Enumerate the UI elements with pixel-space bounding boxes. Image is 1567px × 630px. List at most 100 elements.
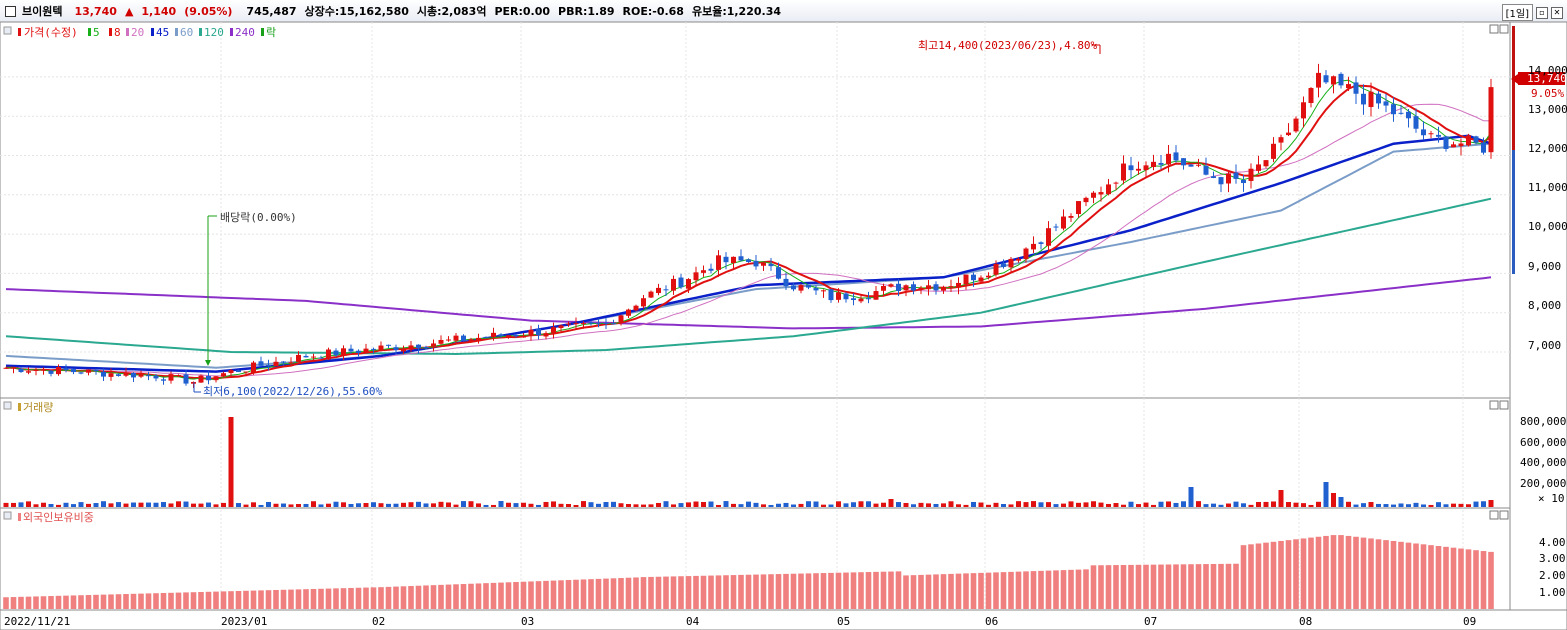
- candle-body: [603, 322, 609, 324]
- foreign-ratio-bar: [288, 589, 294, 609]
- candle-body: [1143, 165, 1149, 171]
- panel-toggle-icon[interactable]: [3, 511, 12, 520]
- candle-body: [1023, 248, 1029, 260]
- candle-body: [221, 373, 226, 377]
- foreign-ratio-bar: [1128, 564, 1134, 609]
- foreign-ratio-bar: [820, 573, 827, 609]
- foreign-ratio-bar: [145, 593, 152, 609]
- volume-bar: [821, 504, 826, 507]
- candle-body: [536, 328, 541, 336]
- candle-body: [1158, 162, 1164, 165]
- foreign-ratio-bar: [1405, 542, 1412, 609]
- candle-body: [1323, 75, 1329, 83]
- foreign-ratio-bar: [325, 588, 332, 609]
- foreign-ratio-bar: [1083, 569, 1089, 609]
- foreign-ratio-bar: [1420, 544, 1427, 609]
- last-price-label: 13,740: [1527, 72, 1567, 85]
- candle-body: [318, 357, 324, 359]
- volume-bar: [1068, 501, 1074, 507]
- foreign-ratio-bar: [93, 594, 99, 609]
- volume-tick: 200,000: [1520, 477, 1566, 490]
- candle-body: [558, 325, 564, 329]
- volume-bar: [416, 501, 421, 507]
- foreign-ratio-bar: [565, 580, 572, 609]
- foreign-ratio-bar: [858, 572, 864, 609]
- candle-body: [476, 337, 481, 341]
- volume-bar: [933, 503, 939, 507]
- foreign-ratio-bar: [1210, 563, 1217, 609]
- candle-body: [978, 277, 984, 282]
- dividend-annotation: 배당락(0.00%): [220, 211, 297, 224]
- foreign-ratio-bar: [1098, 565, 1104, 609]
- foreign-ratio-bar: [715, 575, 722, 609]
- checkbox-icon[interactable]: [5, 5, 16, 17]
- volume-tick: 600,000: [1520, 436, 1566, 449]
- volume-bar: [656, 502, 661, 507]
- volume-bar: [588, 502, 594, 507]
- volume-bar: [1106, 503, 1111, 507]
- candle-body: [828, 289, 834, 301]
- foreign-ratio-bar: [550, 580, 557, 609]
- listed-shares: 상장수:15,162,580: [304, 5, 409, 18]
- foreign-ratio-bar: [63, 595, 69, 609]
- foreign-ratio-bar: [3, 597, 9, 609]
- volume-bar: [1188, 487, 1194, 507]
- candle-body: [1046, 228, 1051, 246]
- legend-foreign-ratio: 외국인보유비중: [23, 511, 94, 524]
- candle-body: [131, 372, 136, 378]
- panel-toggle-icon[interactable]: [3, 401, 12, 410]
- close-icon[interactable]: ✕: [1551, 6, 1563, 19]
- last-price-marker: 13,740 9.05%: [1511, 26, 1567, 274]
- volume-bar: [378, 503, 384, 507]
- volume-bar: [183, 501, 189, 507]
- foreign-ratio-bar: [1120, 564, 1127, 609]
- candle-body: [926, 285, 931, 290]
- ma120-line: [5, 197, 1492, 356]
- foreign-ratio-bar: [505, 582, 512, 609]
- foreign-ratio-bar: [1360, 537, 1367, 609]
- foreign-ratio-bar: [1338, 535, 1344, 609]
- volume-bar: [798, 503, 804, 507]
- foreign-ratio-bar: [483, 583, 489, 609]
- volume-bar: [401, 502, 406, 507]
- restore-icon[interactable]: ▫: [1536, 6, 1548, 19]
- foreign-ratio-bar: [475, 583, 482, 609]
- foreign-ratio-bar: [138, 593, 144, 609]
- volume-bar: [1383, 504, 1389, 507]
- candle-body: [453, 335, 459, 341]
- foreign-ratio-bar: [445, 584, 452, 609]
- date-tick: 03: [521, 615, 534, 628]
- foreign-ratio-bar: [415, 585, 422, 609]
- price-tick: 8,000: [1528, 299, 1561, 312]
- volume-bar: [753, 502, 759, 507]
- foreign-ratio-bar: [865, 572, 872, 609]
- panel-toggle-icon[interactable]: [3, 26, 12, 35]
- volume-bar: [918, 502, 924, 507]
- candle-body: [896, 283, 901, 291]
- volume-bar: [1113, 503, 1119, 507]
- foreign-ratio-bar: [468, 583, 474, 609]
- foreign-ratio-bar: [355, 587, 362, 609]
- price-tick: 14,000: [1528, 64, 1567, 77]
- foreign-ratio-bar: [385, 586, 392, 609]
- volume-bar: [206, 502, 211, 507]
- volume-value: 745,487: [246, 4, 297, 18]
- candle-body: [633, 305, 639, 311]
- volume-bar: [911, 504, 916, 507]
- volume-bar: [986, 504, 991, 507]
- candle-body: [956, 282, 961, 288]
- volume-bar: [446, 502, 451, 507]
- foreign-ratio-bar: [1488, 551, 1494, 609]
- candle-body: [663, 289, 669, 291]
- volume-bar: [1481, 501, 1486, 507]
- foreign-ratio-bar: [1173, 564, 1179, 609]
- volume-bar: [1038, 502, 1044, 507]
- volume-bar: [761, 504, 766, 507]
- period-selector[interactable]: [1일]: [1501, 4, 1533, 21]
- volume-bar: [461, 501, 466, 507]
- panel-buttons[interactable]: [1489, 24, 1509, 520]
- candle-body: [123, 372, 129, 376]
- candle-body: [1398, 112, 1404, 114]
- foreign-ratio-bar: [1375, 539, 1382, 609]
- foreign-ratio-bar: [873, 571, 879, 609]
